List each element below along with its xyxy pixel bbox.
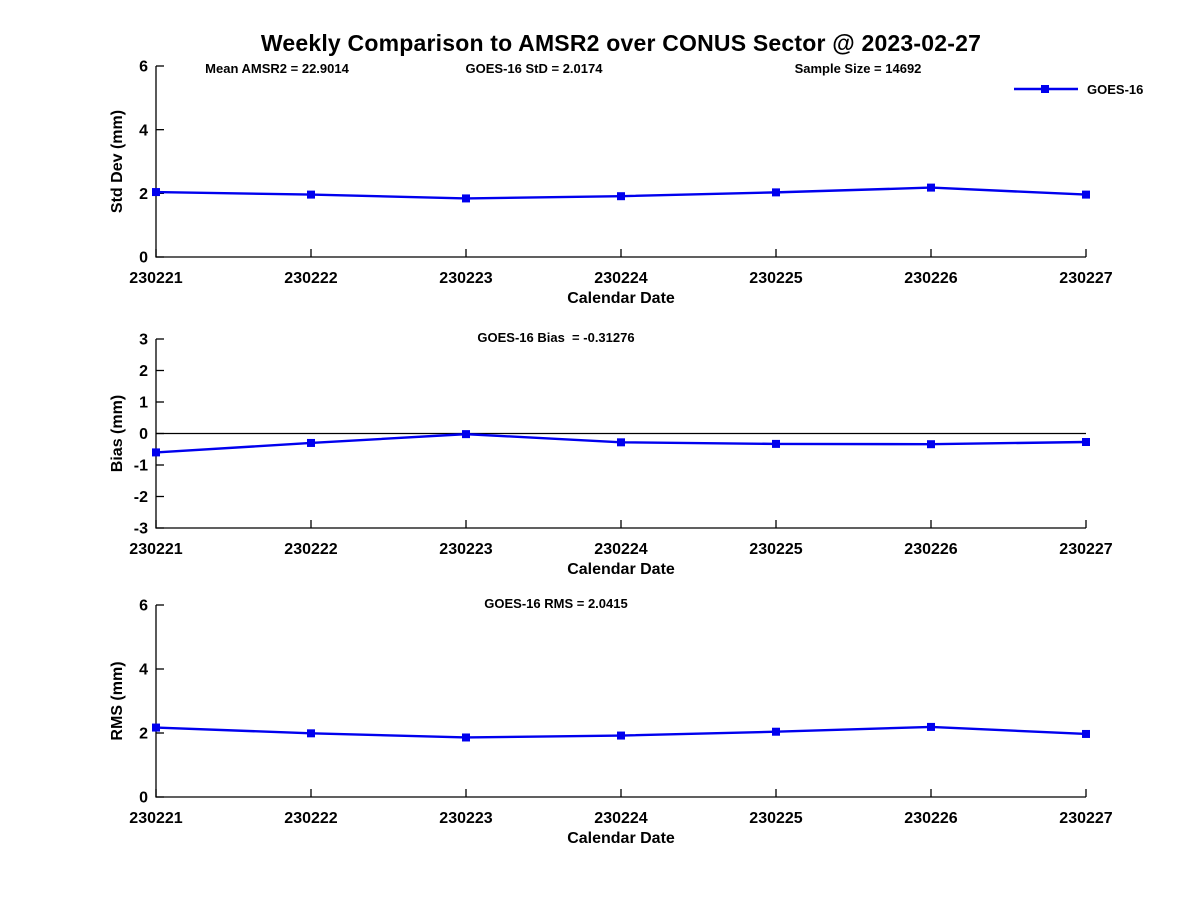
x-axis-label: Calendar Date <box>567 830 675 847</box>
annotation: Mean AMSR2 = 22.9014 <box>205 61 349 76</box>
y-tick-label: 4 <box>139 122 148 139</box>
x-tick-label: 230221 <box>129 270 182 287</box>
data-point-marker <box>927 722 935 731</box>
data-point-marker <box>152 723 160 732</box>
data-point-marker <box>307 729 315 738</box>
x-tick-label: 230224 <box>594 810 647 827</box>
legend-marker-icon <box>1041 85 1049 93</box>
y-axis-label: Bias (mm) <box>109 395 126 472</box>
figure-title: Weekly Comparison to AMSR2 over CONUS Se… <box>260 30 982 56</box>
x-axis-label: Calendar Date <box>567 561 675 578</box>
x-tick-label: 230222 <box>284 541 337 558</box>
x-tick-label: 230226 <box>904 541 957 558</box>
y-tick-label: 1 <box>139 395 148 412</box>
data-point-marker <box>307 190 315 199</box>
data-point-marker <box>152 188 160 197</box>
data-point-marker <box>462 194 470 203</box>
data-point-marker <box>927 440 935 449</box>
y-tick-label: 0 <box>139 790 148 807</box>
axes <box>155 66 1086 258</box>
x-tick-label: 230221 <box>129 810 182 827</box>
y-tick-label: 6 <box>139 59 148 76</box>
y-tick-label: 0 <box>139 250 148 267</box>
annotation: GOES-16 StD = 2.0174 <box>466 61 604 76</box>
y-tick-label: 2 <box>139 186 148 203</box>
x-tick-label: 230221 <box>129 541 182 558</box>
data-point-marker <box>927 183 935 192</box>
data-point-marker <box>462 430 470 439</box>
x-tick-label: 230227 <box>1059 541 1112 558</box>
subplot-title: GOES-16 Bias = -0.31276 <box>477 330 634 345</box>
y-tick-label: 6 <box>139 598 148 615</box>
y-axis-label: Std Dev (mm) <box>109 110 126 213</box>
data-point-marker <box>307 438 315 447</box>
data-point-marker <box>772 439 780 448</box>
y-tick-label: -2 <box>134 489 148 506</box>
y-tick-label: 0 <box>139 426 148 443</box>
y-axis-label: RMS (mm) <box>109 661 126 740</box>
x-tick-label: 230223 <box>439 810 492 827</box>
data-point-marker <box>772 188 780 197</box>
x-tick-label: 230222 <box>284 810 337 827</box>
x-tick-label: 230226 <box>904 270 957 287</box>
data-point-marker <box>462 733 470 742</box>
y-tick-label: -3 <box>134 521 148 538</box>
x-tick-label: 230223 <box>439 541 492 558</box>
x-tick-label: 230225 <box>749 810 802 827</box>
x-tick-label: 230223 <box>439 270 492 287</box>
data-point-marker <box>772 727 780 736</box>
annotation: Sample Size = 14692 <box>795 61 922 76</box>
data-point-marker <box>617 192 625 201</box>
x-tick-label: 230225 <box>749 270 802 287</box>
data-point-marker <box>152 448 160 457</box>
x-tick-label: 230227 <box>1059 270 1112 287</box>
y-tick-label: 4 <box>139 662 148 679</box>
data-point-marker <box>1082 438 1090 447</box>
x-tick-label: 230224 <box>594 541 647 558</box>
data-point-marker <box>617 731 625 740</box>
y-tick-label: 3 <box>139 332 148 349</box>
data-point-marker <box>1082 729 1090 738</box>
data-point-marker <box>617 438 625 447</box>
axes <box>155 605 1086 798</box>
legend: GOES-16 <box>1013 80 1143 98</box>
x-tick-label: 230225 <box>749 541 802 558</box>
legend-swatch <box>1014 85 1078 93</box>
y-tick-label: -1 <box>134 458 148 475</box>
x-tick-label: 230224 <box>594 270 647 287</box>
legend-label: GOES-16 <box>1087 81 1144 97</box>
data-point-marker <box>1082 190 1090 199</box>
subplot-title: GOES-16 RMS = 2.0415 <box>484 596 627 611</box>
y-tick-label: 2 <box>139 726 148 743</box>
x-tick-label: 230226 <box>904 810 957 827</box>
x-tick-label: 230227 <box>1059 810 1112 827</box>
x-tick-label: 230222 <box>284 270 337 287</box>
x-axis-label: Calendar Date <box>567 290 675 307</box>
y-tick-label: 2 <box>139 363 148 380</box>
